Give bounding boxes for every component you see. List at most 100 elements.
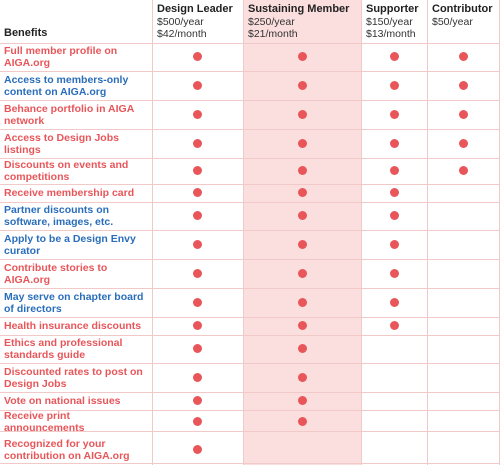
included-dot-icon bbox=[193, 297, 202, 307]
benefit-label: Discounted rates to post on Design Jobs bbox=[4, 365, 143, 390]
benefit-label: Full member profile on AIGA.org bbox=[4, 45, 118, 69]
column-divider bbox=[243, 0, 244, 465]
included-dot-icon bbox=[297, 396, 307, 406]
included-dot-icon bbox=[193, 372, 202, 382]
sustaining-column-highlight bbox=[243, 0, 361, 465]
included-dot-icon bbox=[459, 52, 468, 62]
tier-cell bbox=[152, 392, 243, 410]
tier-cell bbox=[361, 158, 427, 184]
table-row: Discounts on events and competitions bbox=[0, 158, 500, 184]
tier-cell bbox=[427, 317, 500, 335]
tier-cell bbox=[243, 43, 361, 71]
tier-cell bbox=[243, 434, 361, 465]
row-divider bbox=[0, 43, 500, 44]
tier-cell bbox=[152, 259, 243, 288]
tier-name: Contributor bbox=[432, 3, 493, 15]
included-dot-icon bbox=[297, 372, 307, 382]
row-divider bbox=[0, 202, 500, 203]
table-row: Apply to be a Design Envy curator bbox=[0, 230, 500, 259]
included-dot-icon bbox=[389, 211, 399, 221]
tier-cell bbox=[361, 392, 427, 410]
included-dot-icon bbox=[459, 138, 468, 148]
tier-price-year: $150/year bbox=[366, 16, 413, 28]
included-dot-icon bbox=[297, 166, 307, 176]
included-dot-icon bbox=[193, 396, 202, 406]
tier-name: Sustaining Member bbox=[248, 3, 350, 15]
included-dot-icon bbox=[459, 166, 468, 176]
table-row: Recognized for your contribution on AIGA… bbox=[0, 434, 500, 465]
table-row: Full member profile on AIGA.org bbox=[0, 43, 500, 71]
tier-price-year: $250/year bbox=[248, 16, 295, 28]
included-dot-icon bbox=[297, 80, 307, 90]
tier-cell bbox=[243, 392, 361, 410]
table-row: Behance portfolio in AIGA network bbox=[0, 100, 500, 129]
tier-cell bbox=[152, 317, 243, 335]
included-dot-icon bbox=[193, 239, 202, 249]
tier-cell bbox=[243, 317, 361, 335]
tier-cell bbox=[427, 71, 500, 100]
tier-cell bbox=[427, 100, 500, 129]
included-dot-icon bbox=[193, 268, 202, 278]
tier-cell bbox=[361, 363, 427, 392]
row-divider bbox=[0, 463, 500, 464]
tier-cell bbox=[243, 71, 361, 100]
tier-cell bbox=[243, 202, 361, 230]
table-row: Ethics and professional standards guide bbox=[0, 335, 500, 363]
tier-cell bbox=[243, 129, 361, 158]
included-dot-icon bbox=[193, 80, 202, 90]
row-divider bbox=[0, 259, 500, 260]
included-dot-icon bbox=[193, 138, 202, 148]
row-divider bbox=[0, 129, 500, 130]
tier-cell bbox=[243, 184, 361, 202]
tier-cell bbox=[427, 230, 500, 259]
tier-header-supporter: Supporter $150/year $13/month bbox=[361, 0, 427, 43]
tier-cell bbox=[152, 288, 243, 317]
benefit-label: May serve on chapter board of directors bbox=[4, 290, 144, 315]
tier-cell bbox=[152, 43, 243, 71]
tier-cell bbox=[361, 129, 427, 158]
row-divider bbox=[0, 71, 500, 72]
table-row: Contribute stories to AIGA.org bbox=[0, 259, 500, 288]
benefit-label: Ethics and professional standards guide bbox=[4, 337, 123, 361]
table-row: Receive membership card bbox=[0, 184, 500, 202]
row-divider bbox=[0, 392, 500, 393]
included-dot-icon bbox=[193, 166, 202, 176]
included-dot-icon bbox=[297, 109, 307, 119]
row-divider bbox=[0, 431, 500, 432]
tier-cell bbox=[427, 363, 500, 392]
tier-price-year: $500/year bbox=[157, 16, 204, 28]
benefit-label: Receive membership card bbox=[4, 187, 135, 199]
tier-header-contributor: Contributor $50/year bbox=[427, 0, 500, 43]
benefit-label: Partner discounts on software, images, e… bbox=[4, 204, 114, 228]
tier-cell bbox=[361, 410, 427, 434]
included-dot-icon bbox=[297, 239, 307, 249]
benefit-label: Access to members-only content on AIGA.o… bbox=[4, 73, 129, 98]
benefit-label: Health insurance discounts bbox=[4, 320, 142, 332]
tier-cell bbox=[243, 158, 361, 184]
benefit-label: Receive print announcements bbox=[4, 410, 85, 434]
row-divider bbox=[0, 288, 500, 289]
included-dot-icon bbox=[389, 188, 399, 198]
included-dot-icon bbox=[297, 417, 307, 427]
tier-cell bbox=[427, 202, 500, 230]
included-dot-icon bbox=[389, 80, 399, 90]
tier-cell bbox=[152, 71, 243, 100]
tier-name: Design Leader bbox=[157, 3, 233, 15]
tier-cell bbox=[361, 184, 427, 202]
row-divider bbox=[0, 158, 500, 159]
benefit-label: Discounts on events and competitions bbox=[4, 159, 129, 183]
included-dot-icon bbox=[389, 239, 399, 249]
tier-cell bbox=[152, 129, 243, 158]
row-divider bbox=[0, 335, 500, 336]
included-dot-icon bbox=[297, 344, 307, 354]
included-dot-icon bbox=[389, 138, 399, 148]
tier-cell bbox=[361, 230, 427, 259]
included-dot-icon bbox=[193, 52, 202, 62]
benefit-label: Contribute stories to AIGA.org bbox=[4, 261, 108, 286]
tier-cell bbox=[243, 410, 361, 434]
row-divider bbox=[0, 363, 500, 364]
tier-price-month: $42/month bbox=[157, 28, 207, 40]
included-dot-icon bbox=[193, 109, 202, 119]
included-dot-icon bbox=[459, 80, 468, 90]
